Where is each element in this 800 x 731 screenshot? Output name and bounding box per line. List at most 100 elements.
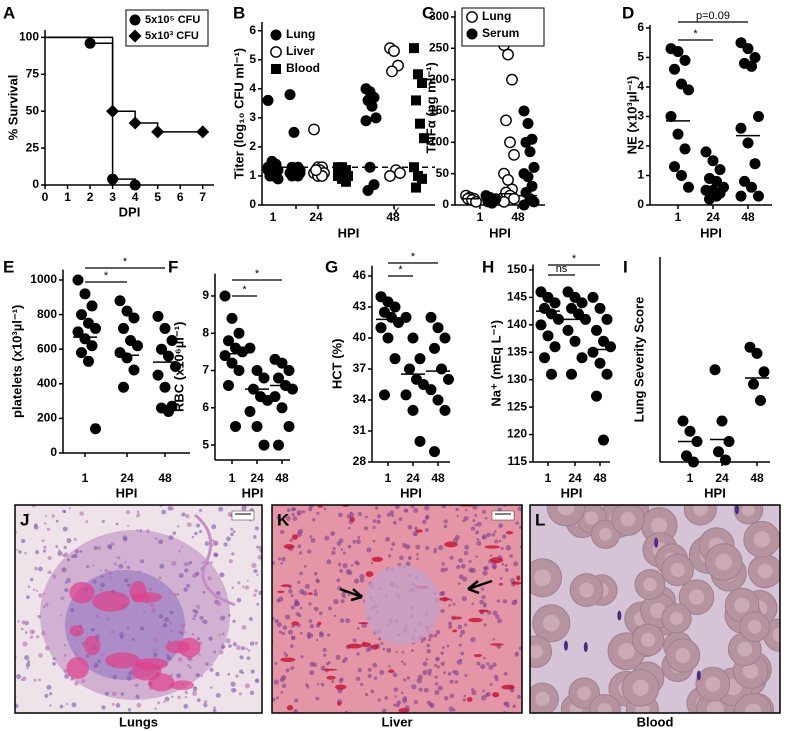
cell xyxy=(213,650,217,654)
sinusoid xyxy=(349,516,355,522)
sinusoid xyxy=(317,621,322,626)
cell xyxy=(15,703,19,709)
point xyxy=(755,395,766,406)
y-tick-label: 31 xyxy=(353,423,367,437)
nucleus xyxy=(443,671,447,675)
lesion xyxy=(364,565,440,645)
nucleus xyxy=(517,694,521,699)
cell xyxy=(134,683,139,688)
nucleus xyxy=(470,636,476,643)
nucleus xyxy=(320,682,325,687)
nucleus xyxy=(289,538,293,542)
point xyxy=(566,368,577,380)
cell xyxy=(46,684,52,690)
y-tick-label: 0 xyxy=(637,197,644,211)
nucleus xyxy=(514,652,519,657)
y-tick-label: 0 xyxy=(249,197,256,211)
nucleus xyxy=(401,650,405,654)
cell xyxy=(157,701,161,705)
cell xyxy=(123,578,129,583)
point xyxy=(413,69,423,80)
nucleus xyxy=(459,658,463,662)
point xyxy=(233,327,245,339)
cell xyxy=(231,552,235,556)
nucleus xyxy=(303,565,307,568)
cell xyxy=(97,545,102,550)
y-axis-label: Lung Severity Score xyxy=(631,297,646,423)
nucleus xyxy=(294,698,299,703)
cell xyxy=(52,574,57,579)
cell xyxy=(26,666,29,670)
cell xyxy=(237,581,241,585)
cell xyxy=(24,654,30,661)
nucleus xyxy=(476,540,482,546)
nucleus xyxy=(504,568,509,572)
point xyxy=(266,164,278,176)
point xyxy=(159,381,171,393)
point xyxy=(506,73,518,86)
bacterium xyxy=(617,610,622,621)
cell xyxy=(168,621,173,625)
cell xyxy=(194,531,198,536)
point xyxy=(520,136,532,148)
cell xyxy=(230,532,234,537)
red-cell-pallor xyxy=(693,505,708,517)
red-cell-pallor xyxy=(669,611,684,626)
y-tick-label: 135 xyxy=(507,344,527,358)
sinusoid xyxy=(438,597,451,601)
nucleus xyxy=(299,588,305,595)
nucleus xyxy=(424,515,430,520)
y-tick-label: 6 xyxy=(637,20,644,34)
nucleus xyxy=(340,599,345,604)
nucleus xyxy=(493,530,497,533)
cell xyxy=(184,691,188,695)
cell xyxy=(57,551,63,556)
cell xyxy=(169,610,174,615)
cell xyxy=(79,550,83,553)
point xyxy=(196,125,210,139)
point xyxy=(748,378,759,390)
red-cell-pallor xyxy=(688,589,705,605)
nucleus xyxy=(515,521,519,525)
sinusoid xyxy=(307,592,313,595)
sinusoid xyxy=(360,642,372,648)
hemorrhage xyxy=(66,656,90,679)
nucleus xyxy=(410,505,415,509)
cell xyxy=(104,691,109,696)
point xyxy=(714,164,726,176)
cell xyxy=(120,692,125,696)
red-cell-pallor xyxy=(742,663,759,679)
cell xyxy=(79,511,85,516)
cell xyxy=(192,608,197,613)
nucleus xyxy=(297,580,301,584)
x-tick-label: 48 xyxy=(593,471,607,485)
point xyxy=(233,365,245,377)
nucleus xyxy=(394,695,397,698)
cell xyxy=(124,561,127,564)
red-cell-pallor xyxy=(534,569,552,587)
point xyxy=(386,65,398,78)
cell xyxy=(228,644,232,648)
nucleus xyxy=(391,542,396,546)
cell xyxy=(152,648,158,653)
nucleus xyxy=(343,656,348,662)
x-tick-label: 1 xyxy=(675,210,682,224)
cell xyxy=(159,563,165,569)
nucleus xyxy=(298,551,303,555)
nucleus xyxy=(391,513,395,517)
point xyxy=(389,353,401,365)
nucleus xyxy=(517,506,522,512)
hemorrhage xyxy=(69,625,84,637)
point xyxy=(288,126,300,138)
nucleus xyxy=(377,698,381,702)
bacterium xyxy=(654,537,659,548)
y-tick-label: 6 xyxy=(202,400,209,414)
cell xyxy=(110,629,115,635)
y-tick-label: 43 xyxy=(353,299,367,313)
cell xyxy=(101,519,105,524)
nucleus xyxy=(281,556,286,562)
cell xyxy=(232,642,237,647)
legend-marker xyxy=(270,46,282,58)
cell xyxy=(116,569,119,572)
x-tick-label: 48 xyxy=(275,471,289,485)
